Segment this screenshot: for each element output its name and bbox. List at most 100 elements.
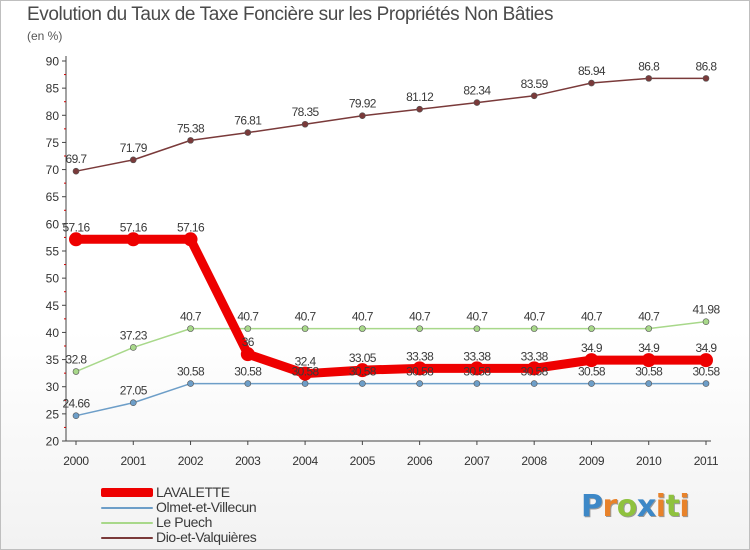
chart-subtitle: (en %) [27,29,63,43]
data-label: 82.34 [463,84,491,98]
data-label: 81.12 [406,90,434,104]
y-tick-label: 30 [46,380,60,394]
data-point [240,347,255,362]
legend-item: LAVALETTE [101,485,256,500]
data-point [129,156,137,164]
data-label: 40.7 [466,310,488,324]
data-point [359,325,366,332]
x-tick-label: 2011 [694,454,719,468]
legend-swatch [101,536,153,539]
data-label: 86.8 [696,59,718,73]
y-tick-label: 25 [46,407,60,421]
data-label: 79.92 [349,97,377,111]
data-label: 32.4 [295,355,317,369]
data-label: 30.58 [406,365,434,379]
data-label: 83.59 [521,77,549,91]
y-tick-label: 60 [46,217,60,231]
data-label: 27.05 [120,384,148,398]
series-line-3 [75,77,707,172]
data-label: 33.38 [406,349,434,363]
series-lines [69,75,713,420]
data-label: 75.38 [177,121,205,135]
legend-label: LAVALETTE [156,484,230,500]
x-tick-label: 2002 [178,454,204,468]
data-point [527,361,542,376]
y-tick-label: 85 [46,82,60,96]
x-tick-label: 2004 [292,454,318,468]
data-point [355,363,370,378]
data-label: 30.58 [177,365,205,379]
logo-letter: P [581,489,603,524]
data-label: 40.7 [180,310,202,324]
y-tick-label: 45 [46,299,60,313]
logo-letter: i [679,489,690,524]
data-label: 36 [242,335,255,349]
y-tick-label: 50 [46,272,60,286]
legend-swatch [101,506,153,509]
data-label: 40.7 [581,310,603,324]
legend-swatch [101,521,153,524]
legend-item: Le Puech [101,515,256,530]
data-label: 85.94 [578,64,606,78]
logo-letter: r [602,489,618,524]
data-point [588,79,595,87]
data-label: 30.58 [521,365,549,379]
chart-title: Evolution du Taux de Taxe Foncière sur l… [27,4,554,25]
data-point [702,380,710,387]
series-line-1 [75,382,707,417]
data-point [416,380,423,387]
data-label: 32.8 [66,353,88,367]
data-point [645,380,653,387]
data-point [530,325,538,332]
data-point [641,353,656,368]
data-label: 30.58 [692,365,720,379]
legend-swatch [101,488,153,497]
data-point [359,380,366,387]
y-tick-label: 70 [46,163,60,177]
legend-item: Dio-et-Valquières [101,529,257,545]
x-tick-label: 2005 [350,454,376,468]
y-tick-label: 75 [46,136,60,150]
data-label: 34.9 [638,341,660,355]
data-label: 86.8 [638,59,660,73]
data-label: 24.66 [62,397,90,411]
data-label: 40.7 [295,310,317,324]
data-point [301,120,309,128]
chart-axes: 20 25 30 35 40 45 50 55 60 65 70 75 80 85 90 2000 2001 20… [46,55,720,469]
x-tick-label: 2001 [121,454,147,468]
data-label: 34.9 [581,341,603,355]
legend-label: Olmet-et-Villecun [156,499,257,515]
legend-item: Olmet-et-Villecun [101,499,257,515]
data-point [702,75,710,82]
data-label: 34.9 [696,341,718,355]
x-tick-label: 2008 [521,454,547,468]
data-label: 40.7 [524,310,546,324]
x-tick-label: 2009 [579,454,605,468]
x-tick-label: 2010 [636,454,662,468]
data-point [473,380,481,387]
logo-letter: x [636,489,656,524]
data-label: 40.7 [237,310,259,324]
chart-legend: LAVALETTE Olmet-et-Villecun Le Puech Dio-et… [101,485,257,545]
data-label: 41.98 [692,303,720,317]
x-tick-label: 2000 [63,454,89,468]
data-point [645,75,653,82]
data-point [530,380,538,387]
data-point [129,399,137,407]
data-label: 76.81 [234,114,262,128]
legend-label: Dio-et-Valquières [156,529,257,545]
data-point [129,344,137,351]
data-labels: 57.16 57.16 57.16 36 32.4 33.05 33.38 33.38 33.3… [62,59,721,411]
data-label: 30.58 [463,365,491,379]
y-tick-label: 55 [46,245,60,259]
data-point [699,353,713,368]
data-point [530,92,538,100]
data-label: 33.38 [521,349,549,363]
data-label: 30.58 [234,365,262,379]
logo-letter: t [665,489,680,524]
data-point [584,353,599,368]
data-label: 33.05 [349,351,377,365]
data-point [412,361,427,376]
x-tick-label: 2003 [235,454,261,468]
data-point [645,325,653,332]
